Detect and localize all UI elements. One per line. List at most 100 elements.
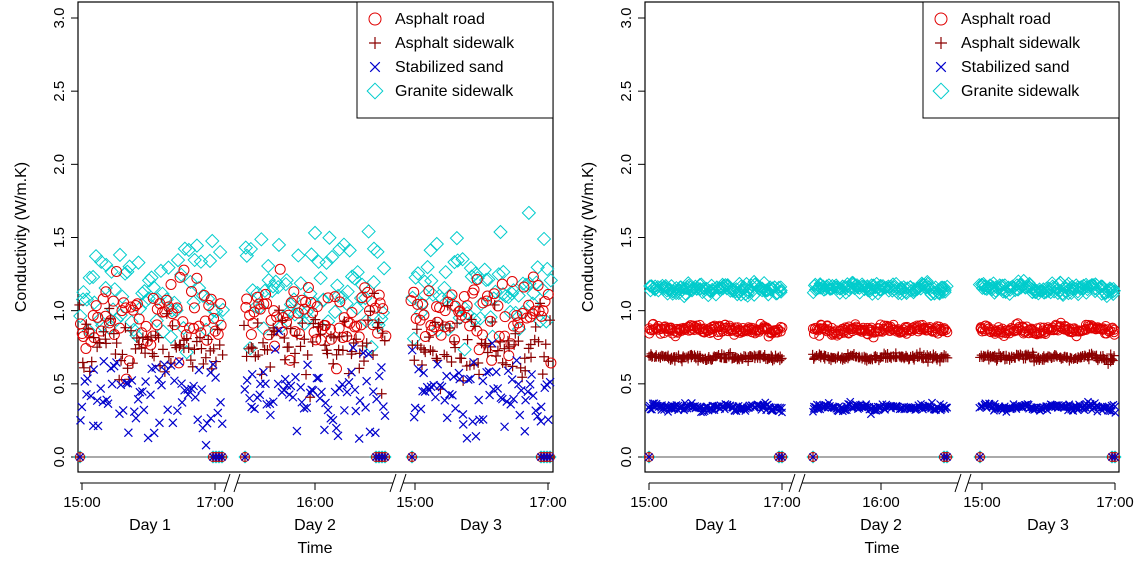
data-point	[376, 362, 386, 372]
data-point	[342, 243, 357, 258]
data-point	[347, 271, 362, 286]
data-point	[84, 366, 95, 377]
data-point	[525, 339, 536, 350]
data-point	[186, 295, 201, 310]
data-point	[335, 289, 350, 305]
data-point	[774, 283, 788, 298]
data-point	[914, 282, 928, 296]
data-point	[201, 440, 211, 450]
series-asphalt-road	[644, 317, 1120, 462]
data-point	[328, 332, 339, 343]
data-point	[274, 305, 285, 316]
data-point	[1011, 319, 1022, 330]
day-label: Day 2	[860, 517, 902, 534]
day-label: Day 1	[129, 517, 171, 534]
data-point	[1106, 287, 1120, 302]
data-point	[166, 360, 176, 370]
data-point	[492, 345, 503, 356]
data-point	[80, 342, 92, 354]
data-point	[482, 367, 492, 377]
data-point	[920, 274, 934, 288]
data-point	[414, 364, 424, 374]
data-point	[121, 378, 131, 388]
data-point	[206, 413, 216, 423]
data-point	[730, 407, 739, 416]
data-point	[277, 315, 288, 326]
data-point	[515, 362, 526, 373]
data-point	[535, 298, 546, 309]
data-point	[348, 343, 358, 353]
data-point	[777, 403, 786, 412]
data-point	[503, 350, 515, 362]
data-point	[361, 402, 371, 412]
x-tick-label: 17:00	[1096, 494, 1134, 511]
data-point	[378, 402, 388, 412]
data-point	[540, 261, 555, 277]
data-point	[111, 338, 122, 349]
data-point	[189, 344, 200, 355]
data-point	[458, 419, 468, 429]
data-point	[351, 334, 362, 345]
data-point	[405, 295, 417, 307]
axis-break-mark	[964, 473, 972, 493]
data-point	[335, 384, 344, 393]
data-point	[353, 331, 365, 343]
data-point	[264, 283, 280, 299]
data-point	[374, 452, 384, 462]
data-point	[526, 352, 537, 363]
data-point	[990, 405, 999, 414]
y-tick-label: 0.5	[51, 373, 68, 394]
data-point	[1004, 324, 1015, 335]
data-point	[808, 452, 818, 462]
data-point	[359, 313, 374, 329]
data-point	[373, 317, 384, 328]
data-point	[377, 303, 389, 315]
data-point	[262, 345, 273, 356]
data-point	[305, 297, 317, 309]
data-point	[243, 241, 259, 257]
data-point	[133, 394, 143, 404]
data-point	[975, 452, 985, 462]
data-point	[77, 330, 89, 342]
data-point	[293, 276, 308, 291]
data-point	[412, 298, 424, 310]
data-point	[100, 334, 111, 345]
data-point	[1106, 281, 1121, 295]
data-point	[198, 289, 210, 301]
data-point	[163, 301, 175, 313]
data-point	[468, 417, 478, 426]
data-point	[212, 244, 228, 260]
data-point	[282, 381, 292, 390]
data-point	[510, 328, 521, 339]
data-point	[129, 407, 139, 417]
data-point	[96, 384, 106, 394]
data-point	[477, 329, 489, 341]
data-point	[380, 452, 390, 462]
series-asphalt-sidewalk	[74, 288, 556, 462]
legend-label: Stabilized sand	[961, 59, 1070, 76]
data-point	[361, 338, 372, 349]
data-point	[85, 269, 101, 285]
data-point	[942, 452, 952, 462]
data-point	[539, 452, 549, 462]
data-point	[482, 347, 493, 358]
data-point	[434, 291, 450, 307]
data-point	[347, 367, 356, 377]
data-point	[499, 343, 510, 354]
data-point	[216, 397, 225, 407]
data-point	[130, 300, 142, 312]
data-point	[297, 318, 308, 329]
data-point	[151, 362, 161, 372]
data-point	[411, 324, 422, 335]
data-point	[292, 307, 304, 319]
data-point	[240, 452, 250, 462]
data-point	[927, 398, 937, 407]
data-point	[454, 305, 466, 317]
data-point	[515, 276, 531, 291]
y-tick-label: 3.0	[618, 8, 635, 29]
data-point	[94, 337, 105, 348]
data-point	[921, 276, 935, 290]
data-point	[358, 290, 373, 306]
x-tick-label: 15:00	[396, 494, 434, 511]
data-point	[492, 300, 504, 312]
